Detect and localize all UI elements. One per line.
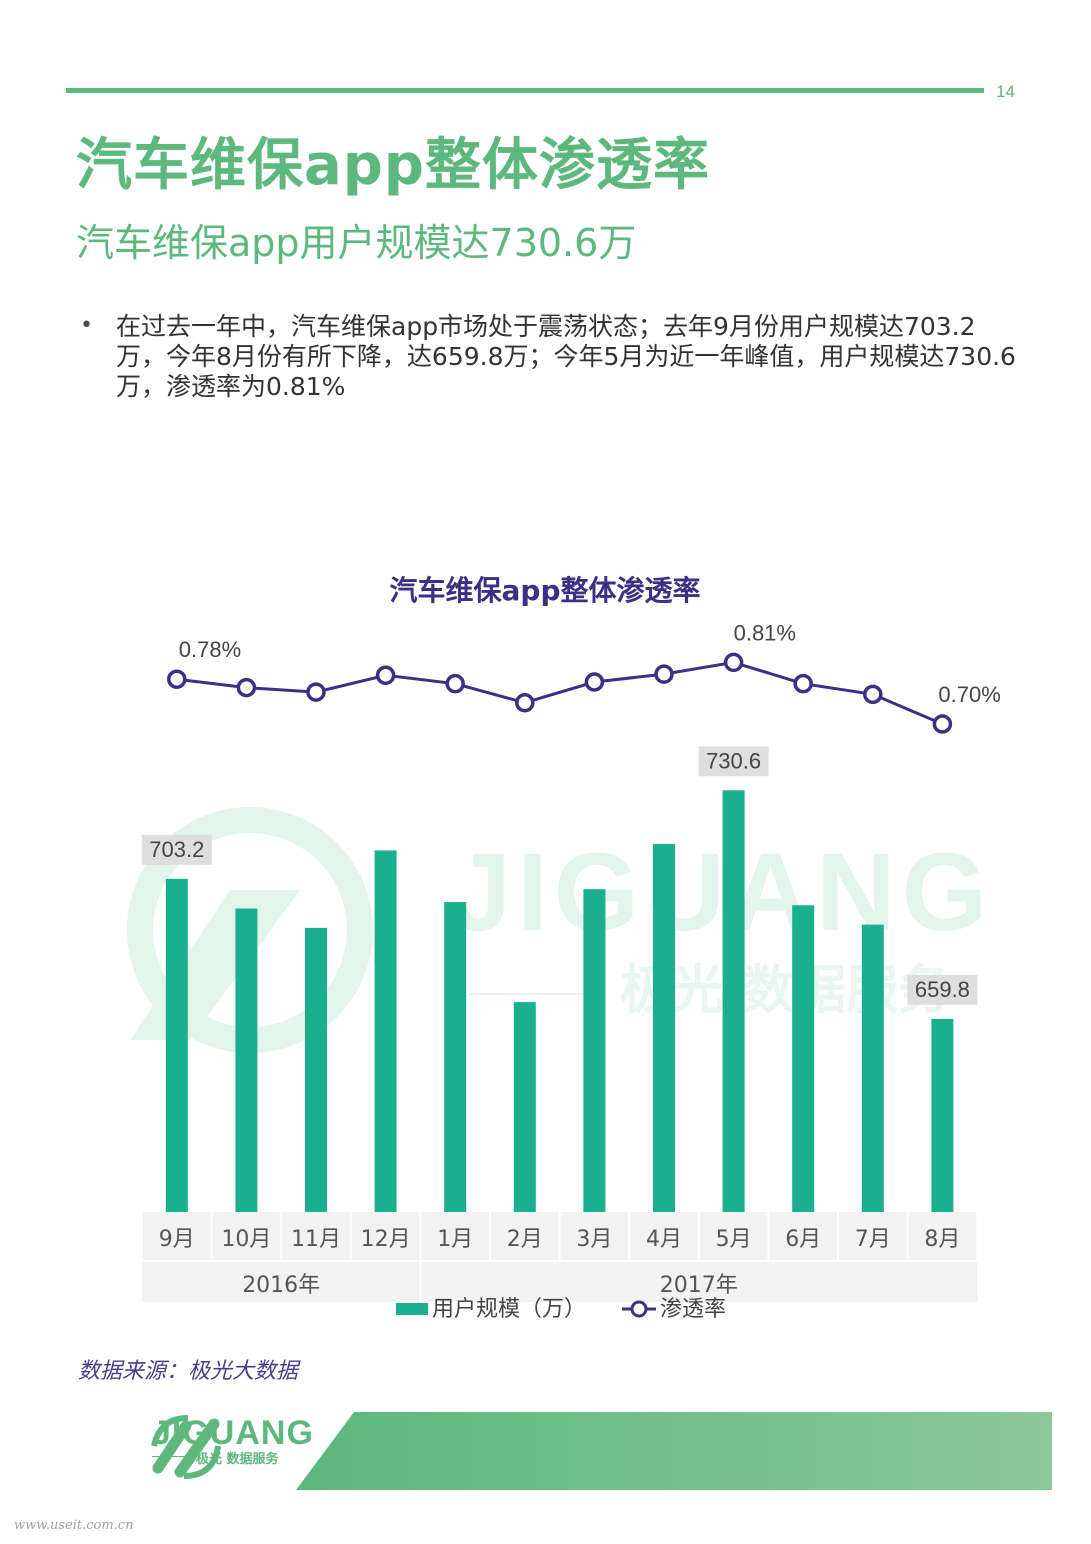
line-point [167, 669, 187, 689]
line-data-label: 0.78% [179, 637, 241, 662]
chart-area: JIGUANG 极光 数据服务 汽车维保app整体渗透率 9月 10月 11月 12月 1… [0, 560, 1091, 1340]
category-axis: 9月 10月 11月 12月 1月 2月 3月 4月 5月 6月 7月 8月 2016年 2017年 [141, 1212, 979, 1302]
line-point [445, 673, 465, 694]
watermark-text: JIGUANG [450, 831, 993, 954]
bar [305, 927, 327, 1212]
category-label: 4月 [646, 1227, 682, 1252]
category-label: 2月 [507, 1227, 543, 1252]
bar [722, 790, 745, 1212]
bar [931, 1018, 954, 1212]
line-point [793, 673, 813, 694]
category-label: 9月 [159, 1227, 195, 1252]
data-source: 数据来源：极光大数据 [78, 1359, 299, 1384]
line-point [723, 652, 744, 673]
line-point [375, 665, 396, 686]
legend-line-marker [630, 1300, 648, 1318]
line-data-label: 0.81% [734, 620, 796, 645]
line-point [863, 684, 883, 705]
bar-data-label: 659.8 [915, 977, 970, 1002]
legend-line-label: 渗透率 [660, 1297, 726, 1322]
bar [444, 902, 467, 1212]
bar-series [165, 790, 954, 1212]
logo-divider [152, 1456, 192, 1457]
year-label: 2016年 [242, 1273, 320, 1298]
logo-subtitle: 极光 数据服务 [196, 1452, 279, 1467]
line-point [306, 682, 326, 702]
category-label: 6月 [785, 1227, 821, 1252]
bar [583, 889, 606, 1212]
page-title: 汽车维保app整体渗透率 [76, 133, 710, 198]
top-rule [66, 88, 984, 93]
logo-wordmark: JIGUANG [152, 1414, 314, 1452]
data-labels: 703.2 730.6 659.8 0.78% 0.81% 0.70% [141, 620, 1001, 1005]
bar-data-label: 703.2 [149, 837, 204, 862]
category-label: 1月 [437, 1227, 473, 1252]
bar-label-box [141, 834, 212, 865]
legend-bar-swatch [396, 1303, 428, 1315]
bar [513, 1002, 536, 1212]
chart-title: 汽车维保app整体渗透率 [390, 574, 701, 607]
bar [165, 878, 188, 1212]
year-label: 2017年 [660, 1273, 738, 1298]
category-label: 3月 [576, 1227, 612, 1252]
line-point [584, 672, 605, 692]
line-data-label: 0.70% [938, 682, 1000, 707]
bar [235, 908, 258, 1212]
category-label: 12月 [361, 1227, 411, 1252]
site-url: www.useit.com.cn [14, 1518, 134, 1533]
bullet-dot: • [80, 313, 93, 338]
line-point [515, 692, 535, 713]
chart-legend: 用户规模（万） 渗透率 [396, 1297, 726, 1322]
watermark-subtext: 极光 数据服务 [620, 961, 950, 1021]
bar-label-box [907, 974, 978, 1005]
chart-svg: JIGUANG 极光 数据服务 汽车维保app整体渗透率 9月 10月 11月 12月 1… [127, 574, 1001, 1322]
category-label: 11月 [291, 1227, 341, 1252]
year-row-bg [142, 1262, 978, 1302]
category-label: 8月 [924, 1227, 960, 1252]
penetration-line [176, 660, 943, 726]
legend-bar-label: 用户规模（万） [432, 1297, 586, 1322]
bar [653, 843, 675, 1212]
category-label: 7月 [855, 1227, 891, 1252]
jiguang-logo-icon [151, 1415, 221, 1479]
line-point [932, 714, 953, 734]
line-point [236, 677, 257, 698]
bar-label-box [698, 746, 769, 777]
body-paragraph: 在过去一年中，汽车维保app市场处于震荡状态；去年9月份用户规模达703.2万，… [116, 312, 1016, 401]
page-number: 14 [996, 82, 1015, 101]
footer-band [296, 1412, 1052, 1490]
category-label: 5月 [716, 1227, 752, 1252]
bar [861, 924, 884, 1212]
bar-data-label: 730.6 [706, 748, 761, 773]
bar [374, 850, 397, 1212]
bar [792, 905, 815, 1212]
line-point [654, 664, 674, 684]
category-label: 10月 [221, 1227, 271, 1252]
page-subtitle: 汽车维保app用户规模达730.6万 [76, 221, 637, 265]
line-series [167, 652, 953, 734]
